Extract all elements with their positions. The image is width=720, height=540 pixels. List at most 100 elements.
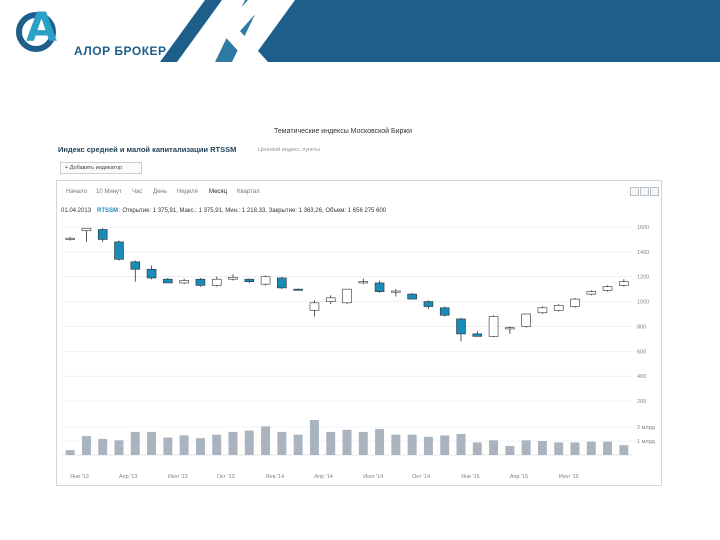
tab-5[interactable]: Месяц — [209, 189, 228, 195]
volume-bar — [521, 440, 531, 455]
zoom-in-button[interactable] — [640, 187, 649, 196]
volume-bar — [537, 441, 547, 455]
y-tick-label: 400 — [637, 374, 646, 380]
volume-bar — [261, 426, 271, 455]
volume-bar — [98, 438, 108, 455]
candle-body — [65, 237, 75, 240]
x-tick-label: Апр '14 — [314, 474, 332, 480]
volume-bar — [358, 431, 368, 455]
candle-body — [602, 286, 613, 291]
header-stripes — [160, 0, 720, 62]
candle-body — [342, 288, 352, 304]
info-ticker: RTSSM — [97, 208, 118, 214]
y-tick-label: 800 — [637, 324, 646, 330]
header-stripe-3 — [250, 0, 720, 62]
candle-body — [423, 301, 434, 307]
volume-bar — [456, 434, 466, 455]
x-tick-label: Янв '15 — [461, 474, 480, 480]
tab-3[interactable]: День — [153, 189, 167, 195]
brand-name: АЛОР БРОКЕР — [74, 44, 167, 58]
info-values: : Открытие: 1 375,91, Макс.: 1 375,91, М… — [119, 208, 387, 214]
volume-bar — [130, 431, 140, 455]
volume-bar — [212, 434, 222, 455]
y-tick-label: 600 — [637, 349, 646, 355]
volume-bar — [505, 445, 515, 455]
candle-body — [260, 276, 271, 285]
x-tick-label: Июл '14 — [363, 474, 383, 480]
y-tick-label: 1400 — [637, 250, 649, 256]
candle-body — [537, 307, 548, 314]
volume-bar — [293, 434, 303, 455]
x-tick-label: Окт '13 — [217, 474, 235, 480]
candle-body — [179, 280, 189, 284]
candle-body — [391, 290, 401, 293]
candle-body — [309, 302, 320, 311]
index-note: Ценовой индекс, пункты — [258, 147, 321, 153]
candle-body — [244, 278, 255, 282]
volume-bar — [179, 435, 189, 455]
candle-body — [456, 318, 466, 335]
logo-letter: A — [26, 5, 57, 51]
volume-bar — [440, 435, 450, 455]
candle-body — [553, 304, 564, 311]
chart-type-button[interactable] — [630, 187, 639, 196]
volume-bar — [489, 440, 499, 455]
volume-bar — [309, 420, 319, 455]
candle-body — [619, 281, 629, 286]
tab-6[interactable]: Квартал — [237, 189, 260, 195]
volume-bar — [81, 436, 91, 455]
volume-bar — [619, 445, 629, 455]
candle-body — [407, 293, 417, 300]
volume-bar — [375, 429, 385, 455]
tab-1[interactable]: 10 Минут — [96, 189, 122, 195]
volume-bar — [407, 434, 417, 455]
tab-2[interactable]: Час — [132, 189, 143, 195]
volume-bar — [554, 442, 564, 455]
candle-body — [505, 327, 515, 330]
volume-bar — [391, 434, 401, 455]
tab-0[interactable]: Начало — [66, 189, 87, 195]
candle-body — [374, 282, 385, 292]
x-tick-label: Янв '14 — [266, 474, 285, 480]
header-chevron — [220, 0, 268, 62]
zoom-out-button[interactable] — [650, 187, 659, 196]
candle-body — [211, 278, 222, 286]
volume-tick-label: 1 млрд — [637, 439, 656, 445]
candle-body — [488, 316, 499, 337]
candle-body — [114, 241, 124, 260]
y-tick-label: 1600 — [637, 225, 649, 231]
add-indicator-button[interactable]: + Добавить индикатор — [60, 162, 142, 174]
tab-4[interactable]: Неделя — [177, 189, 198, 195]
volume-bar — [277, 431, 287, 455]
x-tick-label: Июл '13 — [168, 474, 188, 480]
volume-bar — [147, 431, 157, 455]
volume-bar — [472, 442, 482, 455]
x-tick-label: Апр '15 — [510, 474, 528, 480]
volume-bar — [326, 431, 336, 455]
index-name: Индекс средней и малой капитализации RTS… — [58, 145, 237, 154]
candle-body — [358, 281, 369, 284]
candle-body — [439, 307, 450, 316]
candle-body — [293, 288, 303, 291]
candle-body — [472, 333, 483, 337]
candle-body — [97, 229, 108, 240]
volume-bar — [65, 450, 75, 455]
x-tick-label: Янв '13 — [70, 474, 89, 480]
y-tick-label: 200 — [637, 399, 646, 405]
x-tick-label: Апр '13 — [119, 474, 137, 480]
candle-body — [325, 297, 336, 302]
candle-body — [277, 277, 287, 289]
y-tick-label: 1200 — [637, 275, 649, 281]
x-tick-label: Июл '15 — [559, 474, 579, 480]
candle-body — [130, 261, 141, 270]
volume-bar — [423, 436, 433, 455]
logo-ring — [16, 12, 56, 52]
candle-body — [570, 298, 580, 307]
volume-bar — [570, 442, 580, 455]
candle-body — [163, 278, 173, 284]
candle-body — [146, 268, 157, 279]
volume-bar — [114, 440, 124, 455]
candle-body — [586, 291, 597, 295]
volume-bar — [195, 438, 205, 455]
